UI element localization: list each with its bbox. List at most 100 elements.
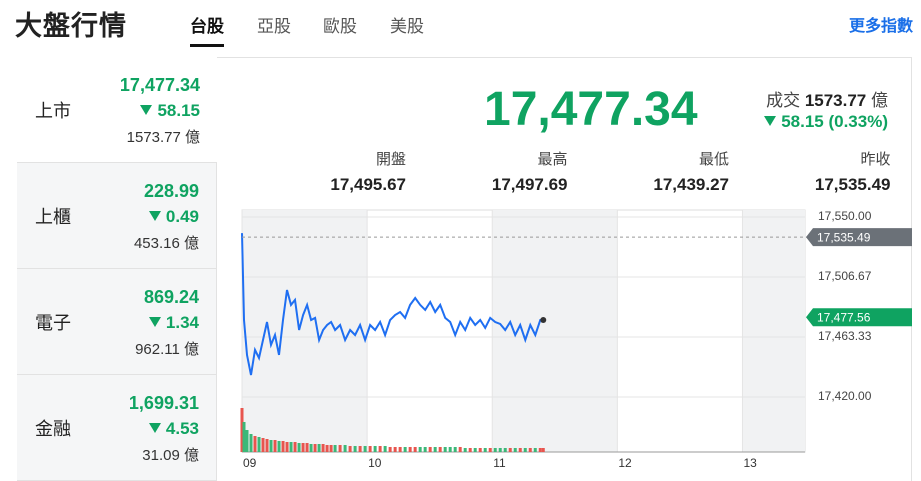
reference-label: 17,477.56 (817, 310, 871, 324)
volume-bar (363, 446, 367, 452)
volume-bar (418, 447, 422, 452)
volume-bar (261, 438, 265, 452)
volume-bar (478, 448, 482, 452)
volume-bar (503, 448, 507, 452)
more-link[interactable]: 更多指數 (848, 18, 913, 35)
tab[interactable]: 亞股 (257, 17, 291, 36)
x-tick-label: 12 (618, 456, 632, 470)
volume-bar (240, 408, 244, 452)
time-band (492, 210, 618, 452)
tab[interactable]: 台股 (190, 12, 224, 47)
down-arrow (148, 317, 161, 327)
volume-bar (265, 439, 269, 452)
y-tick-label: 17,463.33 (818, 329, 872, 343)
y-tick-label: 17,420.00 (818, 389, 872, 403)
index-price: 1,699.31 (128, 393, 199, 413)
change-value: 58.15 (0.33%) (781, 112, 888, 131)
volume-bar (398, 447, 402, 452)
down-arrow (140, 105, 153, 115)
index-item[interactable]: 上市 17,477.34 58.15 1573.77 億 (17, 57, 217, 163)
index-change: 4.53 (148, 419, 199, 439)
index-volume: 1573.77 億 (126, 129, 200, 146)
stat-value: 17,439.27 (653, 175, 729, 194)
index-price: 228.99 (143, 181, 199, 201)
stat: 最高 17,497.69 (408, 148, 568, 195)
volume-bar (488, 448, 492, 452)
x-tick-label: 10 (368, 456, 382, 470)
volume-bar (508, 448, 512, 452)
volume-bar (333, 445, 337, 452)
index-change: 58.15 (140, 101, 200, 121)
index-item[interactable]: 上櫃 228.99 0.49 453.16 億 (17, 163, 217, 269)
stat-value: 17,497.69 (491, 175, 568, 194)
volume-bar (458, 447, 462, 452)
volume-bar (518, 448, 522, 452)
tab[interactable]: 美股 (390, 17, 424, 36)
change-value: 0.49 (165, 207, 199, 226)
stat: 開盤 17,495.67 (246, 148, 406, 195)
index-item[interactable]: 金融 1,699.31 4.53 31.09 億 (17, 375, 217, 481)
volume-bar (513, 448, 517, 452)
volume-bar (285, 442, 289, 452)
stat-value: 17,495.67 (330, 175, 406, 194)
tab[interactable]: 歐股 (323, 17, 357, 36)
volume-bar (438, 447, 442, 452)
volume-bar (383, 446, 387, 452)
change-value: 4.53 (165, 419, 199, 438)
volume-bar (317, 444, 321, 452)
price-line (241, 233, 544, 376)
volume-bar (245, 430, 249, 452)
volume-bar (528, 448, 532, 452)
volume-bar (353, 446, 357, 452)
volume-bar (297, 443, 301, 452)
volume-bar (433, 447, 437, 452)
volume-bar (273, 440, 277, 452)
volume-bar (358, 446, 362, 452)
index-name: 金融 (35, 419, 71, 439)
volume-bar (448, 447, 452, 452)
volume-bar (468, 448, 472, 452)
volume-bar (257, 437, 261, 452)
stat: 最低 17,439.27 (569, 148, 729, 195)
stat-label: 最低 (698, 151, 729, 168)
y-tick-label: 17,550.00 (818, 209, 872, 223)
index-price: 869.24 (143, 287, 199, 307)
reference-label-box (806, 228, 912, 247)
down-arrow (148, 211, 161, 221)
volume-bar (533, 448, 537, 452)
index-item[interactable]: 電子 869.24 1.34 962.11 億 (17, 269, 217, 375)
volume-bar (493, 448, 497, 452)
index-volume: 453.16 億 (133, 235, 199, 252)
index-name: 電子 (35, 313, 71, 333)
volume-bar (249, 434, 253, 452)
index-change: 1.34 (148, 313, 199, 333)
x-tick-label: 13 (743, 456, 757, 470)
volume-bar (498, 448, 502, 452)
volume-bar (338, 445, 342, 452)
index-price: 17,477.34 (119, 75, 200, 95)
volume-bar (325, 445, 329, 452)
index-change: 0.49 (148, 207, 199, 227)
turnover-label: 成交 (766, 91, 801, 110)
volume-bar (443, 447, 447, 452)
reference-label: 17,535.49 (817, 230, 871, 244)
change-value: 1.34 (165, 313, 199, 332)
volume-bar (408, 447, 412, 452)
volume-bar (242, 422, 246, 452)
volume-bar (393, 447, 397, 452)
index-name: 上市 (35, 101, 71, 121)
volume-bar (348, 446, 352, 452)
index-volume: 31.09 億 (142, 447, 199, 464)
volume-bar (403, 447, 407, 452)
y-tick-label: 17,506.67 (818, 269, 872, 283)
volume-bar (373, 446, 377, 452)
reference-label-box (806, 308, 912, 327)
volume-bar (293, 442, 297, 452)
volume-bar (538, 448, 542, 452)
volume-bar (253, 436, 257, 452)
change-value: 58.15 (157, 101, 200, 120)
volume-bar (453, 447, 457, 452)
time-band (742, 210, 805, 452)
volume-bar (473, 448, 477, 452)
